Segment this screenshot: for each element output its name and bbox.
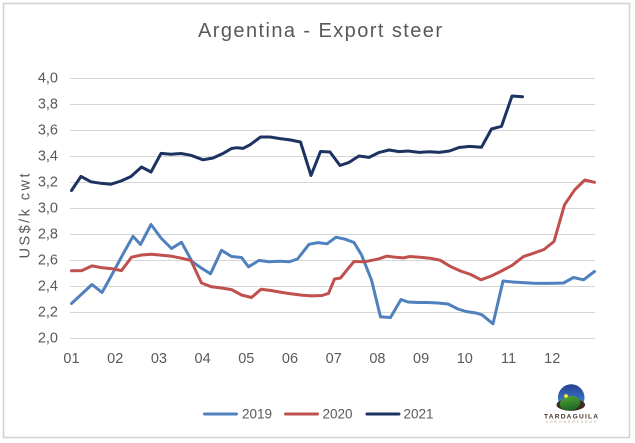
- svg-text:11: 11: [501, 351, 516, 367]
- svg-text:06: 06: [282, 351, 298, 367]
- svg-text:US$/k cwt: US$/k cwt: [18, 174, 34, 259]
- svg-text:2,8: 2,8: [38, 227, 58, 243]
- svg-text:3,4: 3,4: [38, 149, 58, 165]
- svg-text:3,2: 3,2: [38, 175, 58, 191]
- svg-text:3,6: 3,6: [38, 123, 58, 139]
- svg-text:01: 01: [63, 351, 79, 367]
- svg-text:Argentina - Export steer: Argentina - Export steer: [198, 20, 442, 42]
- svg-text:2,4: 2,4: [38, 279, 58, 295]
- svg-text:2,0: 2,0: [38, 331, 58, 347]
- svg-text:09: 09: [413, 351, 429, 367]
- svg-text:07: 07: [326, 351, 342, 367]
- svg-text:TARDAGUILA: TARDAGUILA: [544, 414, 598, 421]
- svg-text:3,0: 3,0: [38, 201, 58, 217]
- svg-text:10: 10: [457, 351, 473, 367]
- svg-text:12: 12: [544, 351, 560, 367]
- svg-text:2020: 2020: [323, 407, 353, 422]
- svg-text:02: 02: [107, 351, 123, 367]
- svg-text:05: 05: [238, 351, 254, 367]
- svg-text:A G R O M E R C A D O S: A G R O M E R C A D O S: [546, 420, 597, 424]
- svg-text:2,2: 2,2: [38, 305, 58, 321]
- svg-text:04: 04: [195, 351, 211, 367]
- svg-text:03: 03: [151, 351, 167, 367]
- svg-text:08: 08: [369, 351, 385, 367]
- svg-text:2,6: 2,6: [38, 253, 58, 269]
- svg-text:2021: 2021: [404, 407, 434, 422]
- svg-text:4,0: 4,0: [38, 71, 58, 87]
- svg-text:2019: 2019: [242, 407, 272, 422]
- svg-text:3,8: 3,8: [38, 97, 58, 113]
